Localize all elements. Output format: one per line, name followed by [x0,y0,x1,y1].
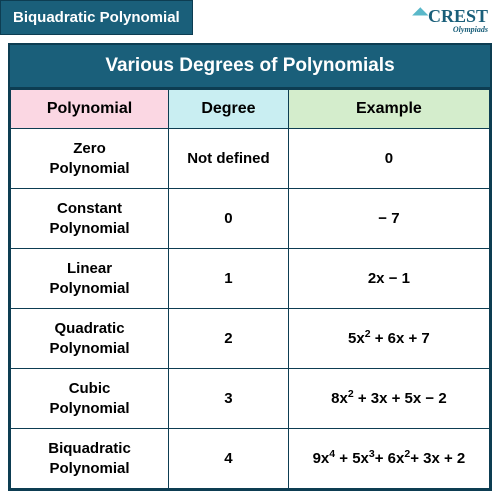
column-header-example: Example [288,90,489,129]
cell-degree: 1 [169,249,289,309]
table-title: Various Degrees of Polynomials [10,45,490,89]
cell-polynomial: ZeroPolynomial [11,129,169,189]
table-row: ZeroPolynomialNot defined0 [11,129,490,189]
cell-example: 9x4 + 5x3+ 6x2+ 3x + 2 [288,429,489,489]
column-header-polynomial: Polynomial [11,90,169,129]
column-header-degree: Degree [169,90,289,129]
logo-text: CREST [428,6,488,26]
cell-polynomial: BiquadraticPolynomial [11,429,169,489]
brand-logo: ◢◣CREST Olympiads [413,6,488,34]
table-row: ConstantPolynomial0− 7 [11,189,490,249]
table-body: ZeroPolynomialNot defined0ConstantPolyno… [11,129,490,489]
polynomial-table-wrapper: Various Degrees of Polynomials Polynomia… [8,43,492,491]
page-header: Biquadratic Polynomial [0,0,193,35]
cell-example: 0 [288,129,489,189]
cell-example: 5x2 + 6x + 7 [288,309,489,369]
mountain-icon: ◢◣ [413,6,428,17]
polynomial-table: Polynomial Degree Example ZeroPolynomial… [10,89,490,489]
cell-degree: 2 [169,309,289,369]
cell-polynomial: QuadraticPolynomial [11,309,169,369]
cell-polynomial: LinearPolynomial [11,249,169,309]
logo-subtitle: Olympiads [413,25,488,34]
cell-example: 8x2 + 3x + 5x − 2 [288,369,489,429]
cell-polynomial: ConstantPolynomial [11,189,169,249]
table-header-row: Polynomial Degree Example [11,90,490,129]
cell-degree: Not defined [169,129,289,189]
cell-degree: 4 [169,429,289,489]
table-row: CubicPolynomial38x2 + 3x + 5x − 2 [11,369,490,429]
table-row: QuadraticPolynomial25x2 + 6x + 7 [11,309,490,369]
table-row: BiquadraticPolynomial49x4 + 5x3+ 6x2+ 3x… [11,429,490,489]
page-title: Biquadratic Polynomial [13,9,180,26]
cell-example: − 7 [288,189,489,249]
cell-degree: 0 [169,189,289,249]
cell-example: 2x − 1 [288,249,489,309]
cell-polynomial: CubicPolynomial [11,369,169,429]
table-row: LinearPolynomial12x − 1 [11,249,490,309]
cell-degree: 3 [169,369,289,429]
